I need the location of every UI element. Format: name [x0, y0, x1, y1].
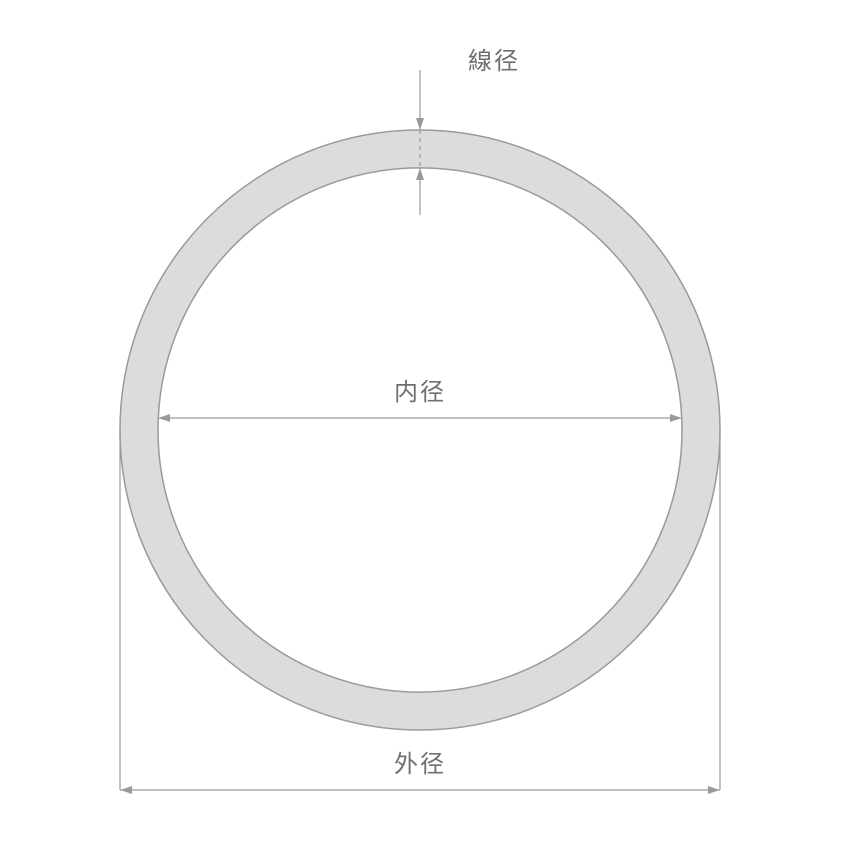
wire-diameter-label: 線径 [468, 48, 520, 75]
inner-diameter-label: 内径 [394, 379, 446, 406]
outer-diameter-label: 外径 [394, 751, 446, 778]
ring-dimension-diagram: 線径内径外径 [0, 0, 850, 850]
